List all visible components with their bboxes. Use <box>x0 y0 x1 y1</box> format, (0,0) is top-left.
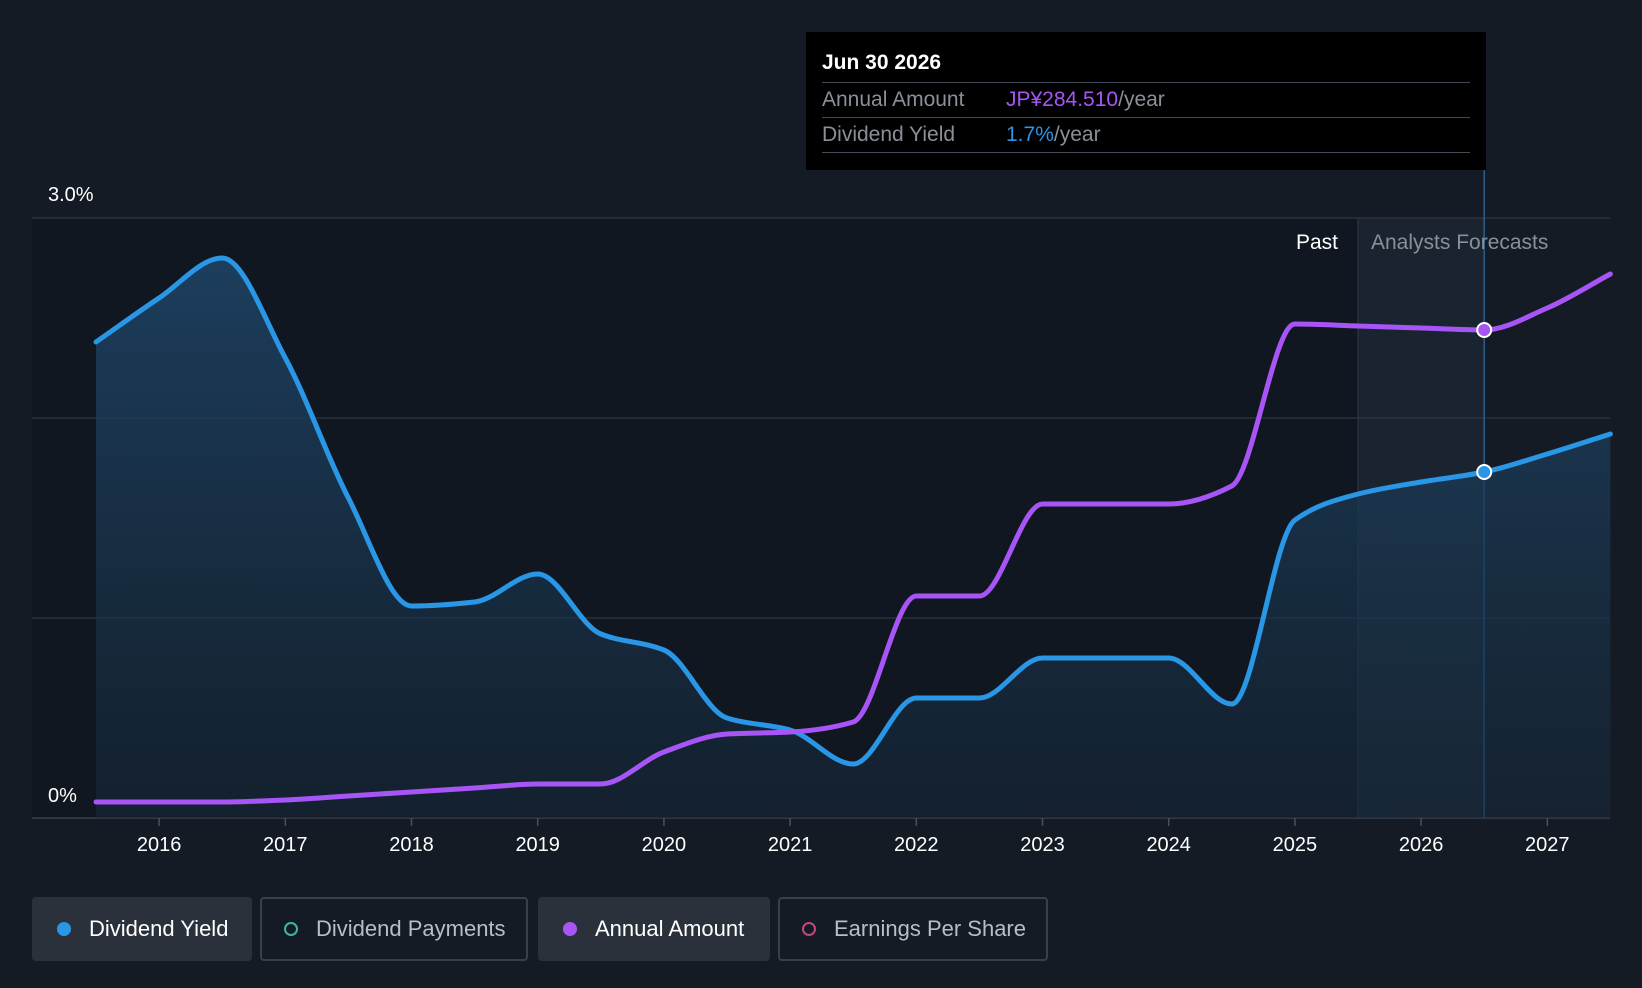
x-tick-label: 2020 <box>642 834 687 856</box>
tooltip-value: JP¥284.510 <box>1006 88 1119 111</box>
legend-annual-amount[interactable]: Annual Amount <box>538 897 770 961</box>
tooltip-label: Annual Amount <box>822 88 965 111</box>
legend-dividend-yield[interactable]: Dividend Yield <box>32 897 252 961</box>
x-tick-label: 2019 <box>515 834 560 856</box>
tooltip-row-annual-amount: Annual Amount JP¥284.510/year <box>822 83 1470 118</box>
x-tick-label: 2023 <box>1020 834 1065 856</box>
x-tick-label: 2022 <box>894 834 939 856</box>
y-tick-label: 3.0% <box>48 184 94 206</box>
annual-amount-marker <box>1476 322 1493 338</box>
annual-amount-line <box>93 271 1613 805</box>
legend-earnings-per-share[interactable]: Earnings Per Share <box>778 897 1048 961</box>
tooltip-date: Jun 30 2026 <box>822 32 1470 83</box>
dividend-yield-line <box>93 255 1613 767</box>
tooltip-label: Dividend Yield <box>822 123 956 146</box>
dividend-payments-dot-icon <box>284 922 298 936</box>
legend-label: Dividend Payments <box>316 916 506 941</box>
x-tick-label: 2016 <box>137 834 182 856</box>
x-tick-label: 2017 <box>263 834 308 856</box>
tooltip: Jun 30 2026 Annual Amount JP¥284.510/year… <box>806 32 1486 170</box>
tooltip-unit: /year <box>1118 88 1165 111</box>
annual-amount-dot-icon <box>563 922 577 936</box>
dividend-chart: 0% 3.0% 2016 2017 2018 2019 2020 2021 2022 2023 20… <box>32 168 1613 856</box>
x-tick-label: 2018 <box>389 834 434 856</box>
tooltip-unit: /year <box>1053 123 1101 146</box>
legend-label: Dividend Yield <box>89 916 229 941</box>
forecast-label: Analysts Forecasts <box>1371 231 1548 254</box>
x-tick-label: 2024 <box>1146 834 1191 856</box>
dividend-yield-marker <box>1476 464 1493 480</box>
earnings-per-share-dot-icon <box>802 922 816 936</box>
tooltip-value: 1.7% <box>1006 123 1054 146</box>
legend-label: Annual Amount <box>595 916 745 941</box>
legend-label: Earnings Per Share <box>834 916 1026 941</box>
y-tick-label: 0% <box>48 785 77 807</box>
legend-dividend-payments[interactable]: Dividend Payments <box>260 897 528 961</box>
dividend-yield-area <box>96 258 1611 818</box>
dividend-yield-dot-icon <box>57 922 71 936</box>
past-label: Past <box>1296 231 1338 254</box>
x-tick-label: 2021 <box>768 834 813 856</box>
x-tick-label: 2026 <box>1399 834 1444 856</box>
tooltip-row-dividend-yield: Dividend Yield 1.7%/year <box>822 118 1470 153</box>
x-tick-label: 2027 <box>1525 834 1570 856</box>
x-tick-label: 2025 <box>1273 834 1318 856</box>
